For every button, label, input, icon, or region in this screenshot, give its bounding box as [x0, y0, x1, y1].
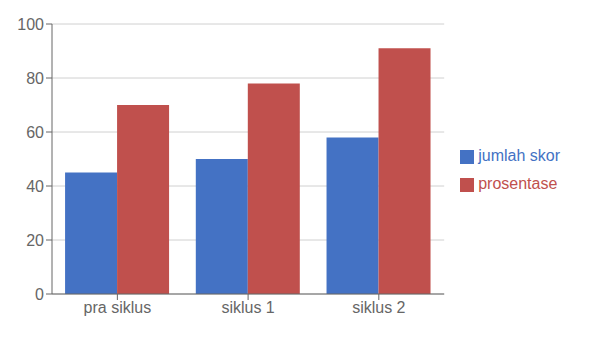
svg-text:0: 0	[35, 286, 44, 303]
svg-text:pra siklus: pra siklus	[84, 299, 152, 316]
svg-text:80: 80	[26, 70, 44, 87]
svg-text:20: 20	[26, 232, 44, 249]
html-text:jumlah skor: jumlah skor	[478, 147, 560, 164]
svg-text:100: 100	[17, 16, 44, 33]
svg-text:60: 60	[26, 124, 44, 141]
html-text:prosentase: prosentase	[478, 175, 558, 192]
svg-text:siklus 2: siklus 2	[352, 299, 405, 316]
svg-text:siklus 1: siklus 1	[221, 299, 274, 316]
svg-text:40: 40	[26, 178, 44, 195]
